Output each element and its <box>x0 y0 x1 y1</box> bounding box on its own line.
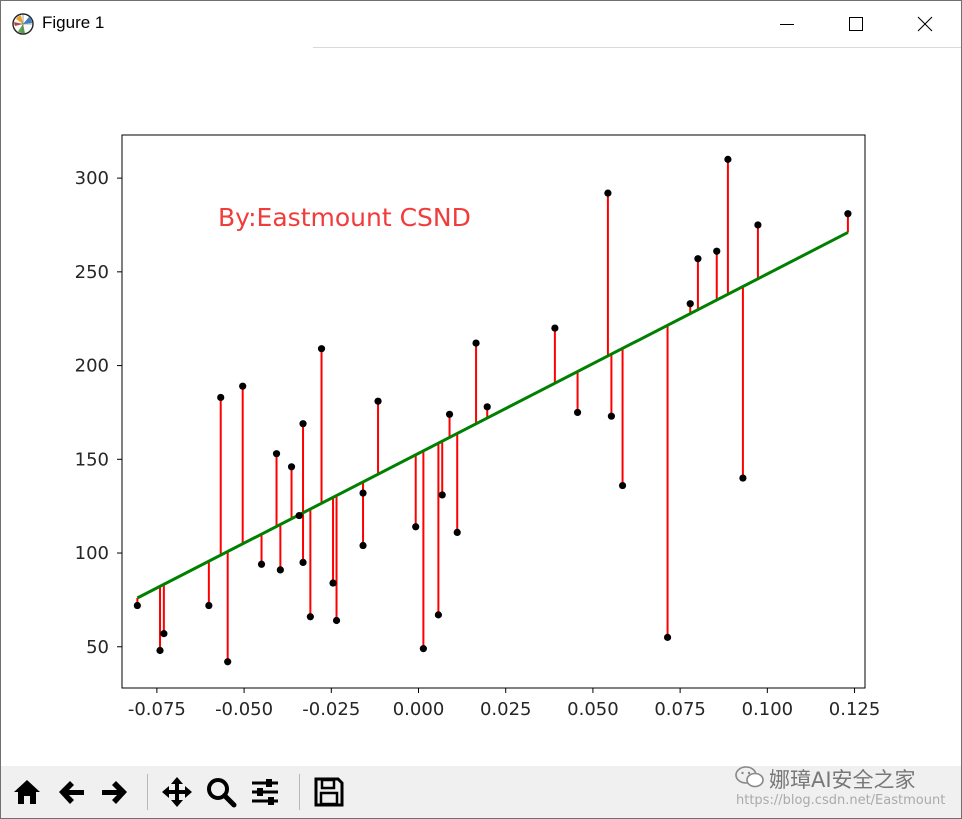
data-point <box>412 523 420 531</box>
data-point <box>299 558 307 567</box>
minimize-button[interactable] <box>757 1 817 47</box>
data-point <box>573 408 582 417</box>
data-point <box>359 489 367 497</box>
data-point <box>359 541 367 550</box>
minimize-icon <box>780 24 794 25</box>
x-tick-label: 0.025 <box>480 699 532 720</box>
navigation-toolbar <box>1 766 961 818</box>
toolbar-separator <box>299 774 300 810</box>
x-tick-label: 0.125 <box>829 699 881 720</box>
data-point <box>739 474 747 482</box>
data-point <box>276 566 284 574</box>
data-point <box>217 393 225 402</box>
home-button[interactable] <box>7 772 47 812</box>
residual-lines <box>136 159 849 662</box>
figure-canvas[interactable]: -0.075 -0.050 -0.025 0.000 0.025 0.050 0.075 0.… <box>1 48 961 766</box>
title-bar[interactable]: Figure 1 <box>1 1 961 47</box>
axes-background <box>121 134 866 689</box>
watermark-url: https://blog.csdn.net/Eastmount <box>736 793 946 808</box>
y-axis-ticks: 50 100 150 200 250 300 <box>75 168 122 658</box>
back-button[interactable] <box>51 772 91 812</box>
matplotlib-logo-icon <box>12 13 34 35</box>
data-point <box>618 481 627 490</box>
close-icon <box>917 16 933 32</box>
watermark-text: 娜璋AI安全之家 <box>769 768 916 792</box>
forward-button[interactable] <box>95 772 135 812</box>
data-point <box>295 511 303 520</box>
configure-subplots-button[interactable] <box>245 772 285 812</box>
data-point <box>224 658 232 666</box>
sliders-icon <box>252 779 278 805</box>
toolbar-separator <box>147 774 148 810</box>
data-point <box>694 255 702 263</box>
data-point <box>374 397 382 405</box>
data-point <box>472 339 480 347</box>
y-tick-label: 300 <box>75 168 109 189</box>
y-tick-label: 150 <box>75 449 109 470</box>
data-point <box>287 463 296 471</box>
y-tick-label: 100 <box>75 543 109 564</box>
data-point <box>317 345 326 353</box>
maximize-button[interactable] <box>826 1 886 47</box>
x-tick-label: 0.100 <box>742 699 794 720</box>
data-point <box>663 633 672 641</box>
data-point <box>306 613 314 621</box>
arrow-left-icon <box>59 781 84 804</box>
data-point <box>754 221 762 229</box>
data-points <box>133 155 852 666</box>
data-point <box>257 560 266 568</box>
x-tick-label: -0.025 <box>302 699 360 720</box>
y-tick-label: 250 <box>75 262 109 283</box>
pan-button[interactable] <box>157 772 197 812</box>
data-point <box>329 579 337 587</box>
data-point <box>332 616 341 625</box>
regression-line <box>136 231 849 600</box>
data-point <box>445 410 454 418</box>
x-tick-label: 0.050 <box>567 699 619 720</box>
data-point <box>844 210 852 218</box>
data-point <box>483 403 491 411</box>
wechat-logo-icon <box>735 766 764 788</box>
title-separator <box>313 47 961 48</box>
data-point <box>205 601 213 610</box>
floppy-disk-icon <box>314 777 344 807</box>
chart-annotation: By:Eastmount CSND <box>218 203 471 232</box>
home-icon <box>14 780 40 804</box>
magnifier-icon <box>207 778 237 808</box>
x-tick-label: -0.050 <box>215 699 273 720</box>
data-point <box>239 382 247 390</box>
x-axis-ticks: -0.075 -0.050 -0.025 0.000 0.025 0.050 0.075 0.… <box>128 688 880 720</box>
save-button[interactable] <box>309 772 349 812</box>
data-point <box>724 155 732 163</box>
move-icon <box>162 777 192 807</box>
data-point <box>434 611 442 619</box>
maximize-icon <box>849 17 863 31</box>
zoom-button[interactable] <box>201 772 241 812</box>
data-point <box>272 450 281 458</box>
data-point <box>438 491 446 499</box>
data-point <box>713 247 721 255</box>
regression-line-group <box>136 231 849 600</box>
y-tick-label: 200 <box>75 356 109 377</box>
data-point <box>551 324 559 332</box>
data-point <box>160 630 168 638</box>
scatter-chart: -0.075 -0.050 -0.025 0.000 0.025 0.050 0.075 0.… <box>75 134 880 720</box>
x-tick-label: -0.075 <box>128 699 186 720</box>
x-tick-label: 0.000 <box>393 699 445 720</box>
window-title: Figure 1 <box>42 13 105 32</box>
data-point <box>133 601 141 610</box>
data-point <box>156 646 164 655</box>
close-button[interactable] <box>895 1 955 47</box>
y-tick-label: 50 <box>86 637 109 658</box>
x-tick-label: 0.075 <box>654 699 706 720</box>
data-point <box>299 420 307 428</box>
data-point <box>453 528 461 537</box>
arrow-right-icon <box>102 781 127 804</box>
data-point <box>604 189 612 197</box>
data-point <box>607 412 616 420</box>
data-point <box>419 645 427 653</box>
data-point <box>686 300 694 308</box>
